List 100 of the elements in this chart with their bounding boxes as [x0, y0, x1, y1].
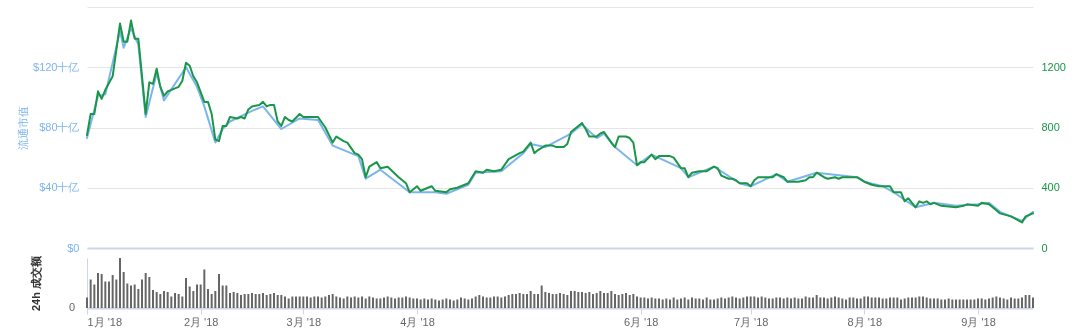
bar [221, 285, 224, 308]
bar [874, 297, 877, 308]
bar [317, 296, 319, 308]
x-tick-label: 9月 '18 [961, 315, 996, 328]
bar [768, 298, 770, 308]
bar [284, 296, 286, 308]
bar [955, 299, 957, 308]
bar [966, 299, 968, 308]
bar [559, 293, 561, 308]
bar [452, 300, 455, 308]
y2-tick-label: 0 [1041, 241, 1048, 254]
bar [401, 297, 404, 308]
bar [320, 297, 323, 308]
bar [460, 297, 462, 308]
bar [177, 294, 180, 308]
bar [163, 291, 165, 308]
bar [995, 296, 998, 308]
bar [562, 294, 565, 308]
bar [639, 297, 642, 308]
bar [350, 297, 352, 308]
bar [482, 296, 484, 308]
bar [577, 292, 580, 308]
bar [731, 296, 734, 308]
bar [991, 297, 994, 308]
bar [643, 297, 646, 308]
bar [357, 297, 360, 308]
bar [848, 297, 851, 308]
bar [89, 279, 92, 308]
bar [130, 285, 132, 308]
bar [478, 295, 481, 308]
bar [823, 297, 825, 308]
bar [962, 299, 965, 308]
bar [394, 298, 396, 308]
x-tick-label: 4月 '18 [400, 315, 435, 328]
bar [735, 297, 737, 308]
bar [705, 297, 708, 308]
bar [141, 279, 143, 308]
bar [115, 279, 118, 308]
bar [764, 297, 767, 308]
bar [628, 295, 631, 308]
bar [386, 296, 389, 308]
bar [973, 299, 976, 308]
y-axis-title: 24h 成交额 [29, 255, 42, 312]
bar [584, 293, 587, 308]
bar [749, 296, 752, 308]
bar [892, 297, 895, 308]
bar [122, 272, 125, 308]
bar [1013, 298, 1016, 308]
bar [790, 298, 792, 308]
text: 0 [68, 301, 75, 313]
bar [269, 294, 272, 308]
bar [573, 291, 576, 308]
bar [911, 297, 913, 308]
bar [548, 293, 550, 308]
bar [353, 296, 356, 308]
bar [207, 289, 209, 308]
bar [335, 296, 338, 308]
bar [771, 298, 774, 308]
bar [841, 298, 844, 308]
bar [192, 291, 195, 308]
bar [485, 297, 488, 308]
bar [555, 294, 558, 308]
bar [137, 289, 140, 308]
bar [724, 298, 726, 308]
bar [166, 292, 169, 308]
bar [929, 298, 932, 308]
bar [856, 298, 858, 308]
bar [331, 294, 334, 308]
bar [691, 297, 693, 308]
bar [698, 298, 701, 308]
bar [797, 298, 800, 308]
bar [940, 299, 943, 308]
bar [581, 292, 583, 308]
bar [702, 299, 704, 308]
bar [240, 295, 242, 308]
bar [397, 297, 400, 308]
bar [896, 297, 899, 308]
bar [493, 296, 495, 308]
x-tick-label: 3月 '18 [286, 315, 322, 328]
bar [214, 291, 217, 308]
bar [507, 295, 510, 308]
bar [720, 297, 723, 308]
bar [438, 300, 440, 308]
bar [324, 296, 327, 308]
bar [434, 299, 437, 308]
bar [416, 298, 418, 308]
y-axis-title: 流通市值 [17, 106, 30, 150]
x-tick-label: 6月 '18 [623, 315, 659, 328]
y-tick-label: $80十亿 [39, 121, 80, 133]
bar [97, 273, 99, 308]
bar [515, 294, 517, 308]
bar [969, 299, 972, 308]
bar [592, 294, 594, 308]
bar [658, 298, 660, 308]
bar [372, 297, 374, 308]
bar [467, 299, 470, 308]
bar [878, 297, 880, 308]
bar [632, 294, 635, 308]
bar [181, 296, 184, 308]
bar [152, 290, 154, 308]
